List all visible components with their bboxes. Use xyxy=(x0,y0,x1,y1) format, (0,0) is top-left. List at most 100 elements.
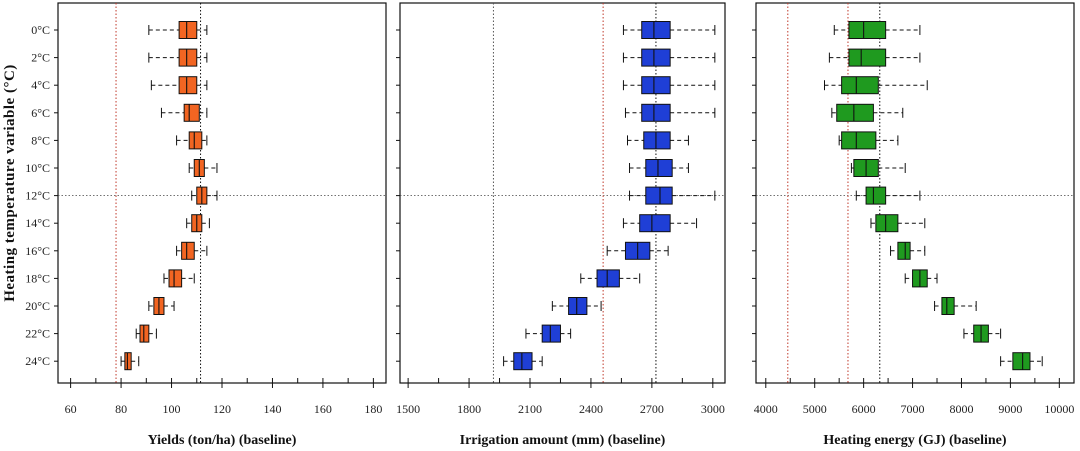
y-tick-label: 12°C xyxy=(25,189,50,203)
box-iqr xyxy=(139,324,150,343)
box-18°C xyxy=(163,269,195,288)
box-iqr xyxy=(848,21,887,39)
x-tick-label: 2700 xyxy=(640,402,664,416)
x-tick-label: 10000 xyxy=(1044,402,1074,416)
box-18°C xyxy=(904,269,938,288)
box-iqr xyxy=(875,214,899,233)
box-22°C xyxy=(525,324,572,343)
panels: 0°C 2°C 4°C 6°C 8°C 10°C 12°C 14°C 16°C 18°C 20°C 2… xyxy=(25,2,1075,448)
x-tick-label: 140 xyxy=(263,402,281,416)
box-iqr xyxy=(596,269,620,288)
box-24°C xyxy=(1000,352,1043,371)
x-tick-label: 4000 xyxy=(754,402,778,416)
box-2°C xyxy=(622,48,716,67)
box-0°C xyxy=(833,21,921,39)
panel-1: 0°C 2°C 4°C 6°C 8°C 10°C 12°C 14°C 16°C 18°C 20°C 2… xyxy=(25,2,387,448)
panel-frame xyxy=(57,2,387,384)
box-20°C xyxy=(551,297,602,315)
y-tick-label: 16°C xyxy=(25,244,50,258)
x-axis-title: Yields (ton/ha) (baseline) xyxy=(148,433,297,448)
box-iqr xyxy=(641,21,671,39)
box-iqr xyxy=(645,186,673,205)
y-axis-title: Heating temperature variable (°C) xyxy=(2,64,18,302)
box-10°C xyxy=(188,159,218,177)
y-tick-label: 14°C xyxy=(25,216,50,230)
x-tick-label: 5000 xyxy=(803,402,827,416)
box-iqr xyxy=(865,186,887,205)
x-axis-title: Irrigation amount (mm) (baseline) xyxy=(460,433,666,448)
box-iqr xyxy=(848,48,887,67)
y-tick-label: 0°C xyxy=(31,23,50,37)
box-6°C xyxy=(831,103,904,122)
box-0°C xyxy=(622,21,716,39)
x-tick-label: 8000 xyxy=(949,402,973,416)
x-tick-label: 180 xyxy=(364,402,382,416)
panel-frame xyxy=(755,2,1075,384)
box-iqr xyxy=(841,131,877,150)
box-2°C xyxy=(828,48,921,67)
box-iqr xyxy=(645,159,673,177)
box-20°C xyxy=(148,297,175,315)
box-10°C xyxy=(629,159,689,177)
box-iqr xyxy=(836,103,874,122)
x-tick-label: 1800 xyxy=(457,402,481,416)
box-2°C xyxy=(148,48,208,67)
x-tick-label: 3000 xyxy=(701,402,725,416)
x-tick-label: 60 xyxy=(65,402,77,416)
panel-2: 1500 1800 2100 2400 2700 3000 Irrigation amoun… xyxy=(396,2,726,448)
box-iqr xyxy=(513,352,533,371)
box-24°C xyxy=(120,352,140,371)
box-24°C xyxy=(503,352,543,371)
box-iqr xyxy=(541,324,561,343)
panel-frame xyxy=(399,2,726,384)
box-22°C xyxy=(135,324,157,343)
box-iqr xyxy=(941,297,955,315)
box-iqr xyxy=(841,76,879,95)
x-tick-label: 120 xyxy=(213,402,231,416)
box-4°C xyxy=(150,76,208,95)
x-tick-label: 160 xyxy=(314,402,332,416)
box-iqr xyxy=(641,103,671,122)
panel-3: 4000 5000 6000 7000 8000 9000 10000 Heating ene… xyxy=(752,2,1075,448)
y-tick-label: 2°C xyxy=(31,51,50,65)
box-iqr xyxy=(124,352,132,371)
box-6°C xyxy=(160,103,208,122)
x-tick-label: 2400 xyxy=(579,402,603,416)
x-tick-label: 9000 xyxy=(998,402,1022,416)
box-iqr xyxy=(568,297,588,315)
box-8°C xyxy=(838,131,899,150)
x-axis-title: Heating energy (GJ) (baseline) xyxy=(823,433,1006,448)
x-tick-label: 80 xyxy=(115,402,127,416)
box-iqr xyxy=(639,214,671,233)
x-tick-label: 2100 xyxy=(518,402,542,416)
box-8°C xyxy=(176,131,208,150)
box-14°C xyxy=(186,214,210,233)
box-6°C xyxy=(624,103,716,122)
box-12°C xyxy=(855,186,921,205)
box-8°C xyxy=(627,131,689,150)
box-0°C xyxy=(148,21,208,39)
y-tick-label: 4°C xyxy=(31,78,50,92)
box-12°C xyxy=(191,186,218,205)
y-tick-label: 18°C xyxy=(25,271,50,285)
box-16°C xyxy=(176,241,208,260)
box-iqr xyxy=(641,48,671,67)
box-10°C xyxy=(850,159,906,177)
box-12°C xyxy=(629,186,716,205)
box-iqr xyxy=(178,76,198,95)
y-tick-label: 6°C xyxy=(31,106,50,120)
box-iqr xyxy=(188,131,203,150)
y-tick-label: 8°C xyxy=(31,133,50,147)
x-tick-label: 6000 xyxy=(852,402,876,416)
box-iqr xyxy=(1012,352,1031,371)
box-4°C xyxy=(823,76,928,95)
box-18°C xyxy=(580,269,641,288)
box-14°C xyxy=(870,214,926,233)
box-16°C xyxy=(606,241,669,260)
x-tick-label: 100 xyxy=(163,402,181,416)
x-tick-label: 7000 xyxy=(901,402,925,416)
box-iqr xyxy=(897,241,911,260)
box-4°C xyxy=(622,76,716,95)
x-tick-label: 1500 xyxy=(396,402,420,416)
box-iqr xyxy=(181,241,195,260)
